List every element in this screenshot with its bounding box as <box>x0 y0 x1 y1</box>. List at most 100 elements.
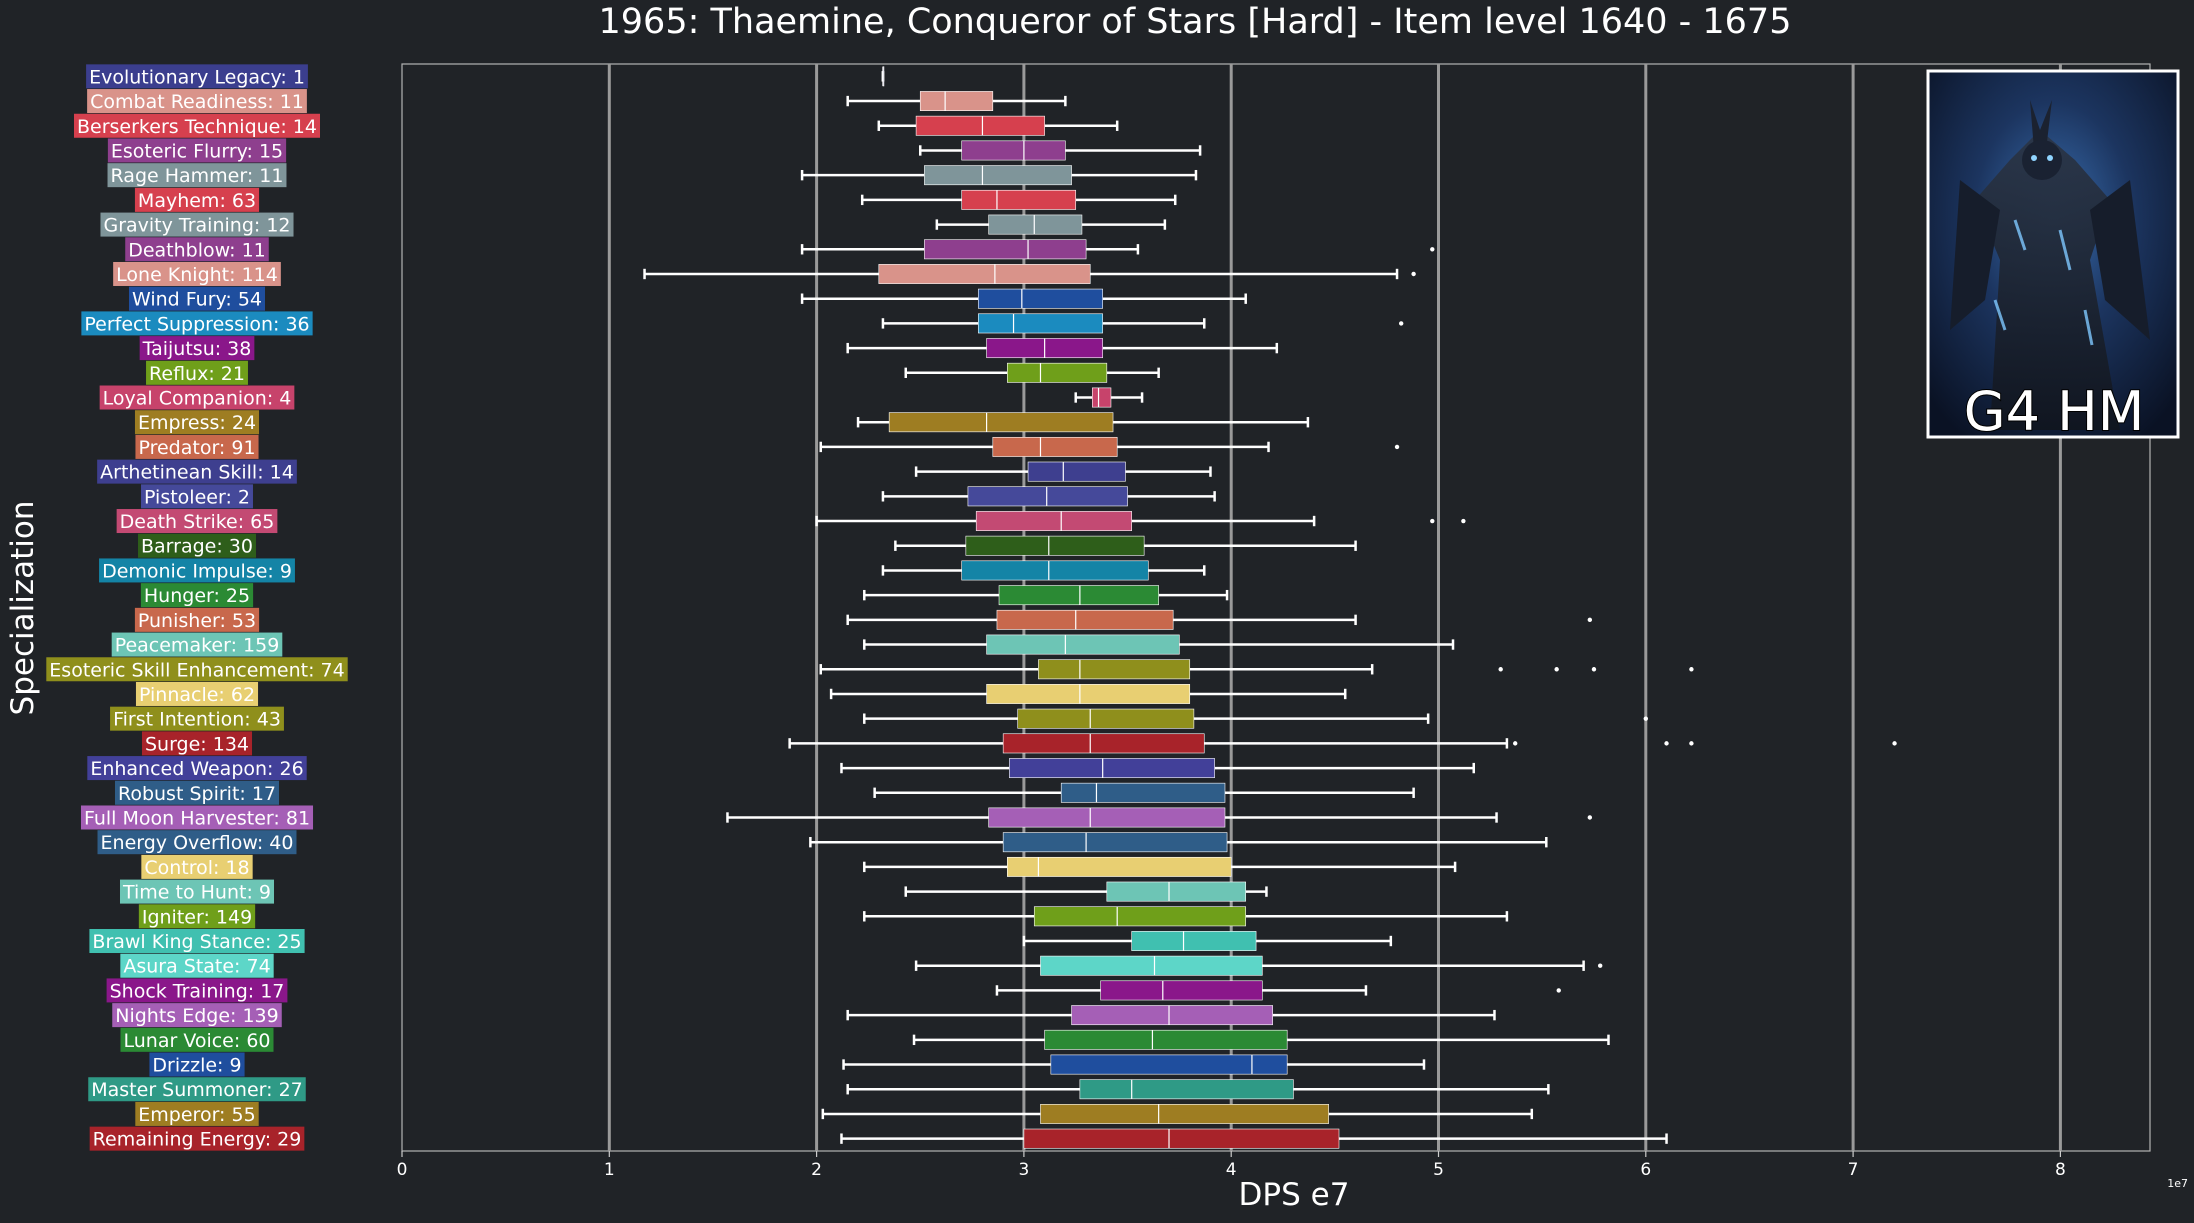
box-series <box>842 1054 1426 1075</box>
box-series <box>643 264 1416 284</box>
box-series <box>863 634 1455 655</box>
boxplot-layer <box>643 66 1897 1149</box>
outlier-point <box>1394 444 1400 450</box>
y-tick-label-group: Esoteric Flurry: 15 <box>107 138 287 163</box>
inset-caption: G4 HM <box>1964 380 2145 443</box>
y-tick-label-group: Brawl King Stance: 25 <box>89 929 305 954</box>
y-tick-label-background <box>138 904 256 929</box>
y-tick-label: Drizzle: 9 <box>152 1055 241 1077</box>
box-iqr <box>919 91 994 111</box>
box-iqr <box>961 189 1077 210</box>
box-iqr <box>988 214 1083 235</box>
box-series <box>863 585 1229 606</box>
y-tick-label-background <box>87 89 307 114</box>
box-series <box>914 461 1212 482</box>
y-tick-label-group: Punisher: 53 <box>134 607 260 632</box>
y-tick-label: Perfect Suppression: 36 <box>84 313 309 335</box>
y-tick-label: Loyal Companion: 4 <box>103 388 292 410</box>
y-tick-label-group: Wind Fury: 54 <box>128 286 266 311</box>
box-series <box>840 1128 1668 1149</box>
y-tick-label: Enhanced Weapon: 26 <box>90 758 303 780</box>
box-series <box>919 140 1202 161</box>
y-tick-label-group: First Intention: 43 <box>110 706 284 731</box>
outlier-point <box>1411 271 1416 277</box>
y-tick-label: Reflux: 21 <box>149 363 245 385</box>
outlier-point <box>1513 741 1518 746</box>
outlier-point <box>1587 617 1593 623</box>
box-series <box>856 412 1310 433</box>
y-tick-label: Pinnacle: 62 <box>139 684 255 706</box>
y-tick-label-group: Robust Spirit: 17 <box>114 780 280 805</box>
y-tick-label-background <box>112 1003 282 1028</box>
y-tick-label-group: Surge: 134 <box>141 731 253 756</box>
y-tick-label-group: Empress: 24 <box>134 410 260 435</box>
box-iqr <box>1007 362 1108 383</box>
y-tick-label: Gravity Training: 12 <box>103 215 290 237</box>
x-tick-labels: 0 1 2 3 4 5 6 7 8 <box>397 1151 2066 1180</box>
y-tick-label: Wind Fury: 54 <box>132 289 262 311</box>
y-tick-label-group: Nights Edge: 139 <box>112 1003 282 1028</box>
box-series <box>881 313 1404 334</box>
y-tick-label-group: Death Strike: 65 <box>116 509 278 533</box>
box-series <box>863 708 1649 729</box>
box-series <box>1074 387 1144 408</box>
chart-title: 1965: Thaemine, Conqueror of Stars [Hard… <box>599 2 1792 42</box>
y-tick-label-group: Mayhem: 63 <box>134 187 260 212</box>
y-tick-label-background <box>146 360 248 385</box>
x-tick-label: 2 <box>811 1160 822 1180</box>
y-tick-label-background <box>141 854 253 879</box>
y-tick-label-group: Barrage: 30 <box>138 533 256 558</box>
box-iqr <box>1131 931 1257 951</box>
box-series <box>846 91 1067 111</box>
y-tick-label-group: Lone Knight: 114 <box>113 261 281 286</box>
y-tick-label: Lone Knight: 114 <box>116 264 278 286</box>
box-iqr <box>996 609 1174 630</box>
y-tick-label: Empress: 24 <box>138 412 256 434</box>
y-tick-label-background <box>89 929 305 954</box>
outlier-point <box>1556 988 1561 993</box>
box-iqr <box>1092 387 1112 408</box>
y-tick-label-group: Esoteric Skill Enhancement: 74 <box>46 657 348 682</box>
x-tick-label: 0 <box>397 1160 408 1180</box>
box-series <box>846 1005 1496 1026</box>
y-tick-label-background <box>87 756 307 781</box>
y-tick-label-background <box>139 336 255 361</box>
x-tick-label: 3 <box>1018 1160 1029 1180</box>
x-tick-label: 8 <box>2055 1160 2066 1180</box>
y-tick-label: Time to Hunt: 9 <box>122 882 271 904</box>
y-tick-label-background <box>134 187 260 212</box>
y-tick-label-background <box>149 1052 245 1077</box>
y-tick-label-background <box>120 953 274 978</box>
x-tick-label: 4 <box>1226 1160 1237 1180</box>
y-tick-label-group: Full Moon Harvester: 81 <box>80 805 314 830</box>
outlier-point <box>1643 716 1649 721</box>
box-series <box>726 807 1593 828</box>
y-tick-label: Punisher: 53 <box>138 610 256 632</box>
y-tick-label-background <box>97 830 297 855</box>
box-iqr <box>1033 906 1247 927</box>
y-tick-label-background <box>114 780 280 805</box>
y-tick-label: Surge: 134 <box>145 733 249 755</box>
box-series <box>800 165 1198 186</box>
outlier-point <box>1689 741 1694 746</box>
y-tick-label: Taijutsu: 38 <box>142 338 252 360</box>
outlier-point <box>1587 815 1593 820</box>
y-tick-label-group: Master Summoner: 27 <box>88 1077 306 1102</box>
y-tick-label-group: Peacemaker: 159 <box>111 632 283 657</box>
y-tick-label-background <box>106 978 288 1003</box>
box-series <box>846 338 1279 359</box>
box-series <box>788 733 1897 754</box>
y-tick-label: Shock Training: 17 <box>110 980 285 1002</box>
x-tick-label: 7 <box>1848 1160 1859 1180</box>
y-tick-label-group: Deathblow: 11 <box>125 237 269 262</box>
y-tick-label-background <box>46 657 348 682</box>
outlier-point <box>1591 667 1597 672</box>
y-tick-label-group: Pistoleer: 2 <box>141 484 253 509</box>
y-tick-label-background <box>86 64 308 89</box>
box-iqr <box>1038 659 1191 680</box>
y-tick-label: Energy Overflow: 40 <box>101 832 294 854</box>
box-iqr <box>986 634 1180 655</box>
box-series <box>904 881 1268 902</box>
y-tick-label: Control: 18 <box>144 857 249 879</box>
box-series <box>815 511 1466 531</box>
